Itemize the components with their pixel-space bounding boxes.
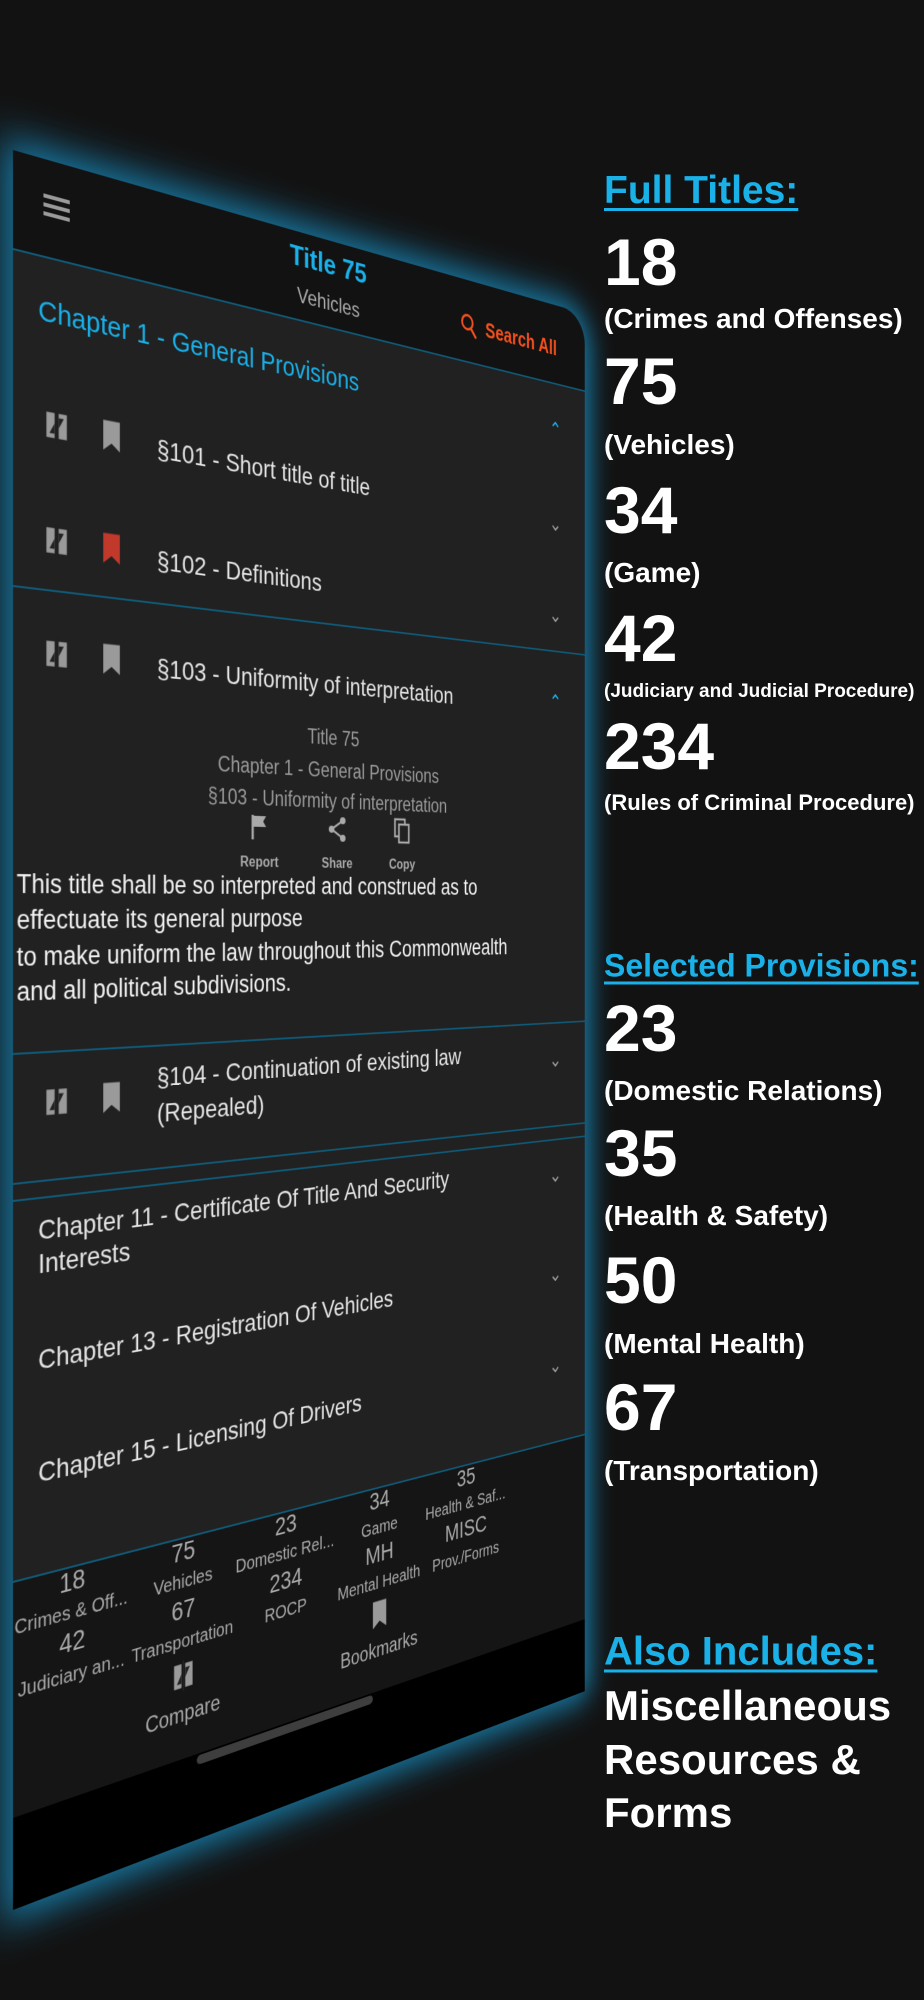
bookmark-icon[interactable] <box>102 642 120 677</box>
chevron-down-icon[interactable]: ⌄ <box>549 1351 561 1378</box>
provision-name: (Transportation) <box>604 1455 819 1487</box>
title-number: 42 <box>604 600 677 676</box>
tab-title-23[interactable]: 23 <box>275 1508 297 1542</box>
provision-number: 50 <box>604 1242 677 1318</box>
full-titles-heading: Full Titles: <box>604 169 798 213</box>
bookmark-filled-icon[interactable] <box>102 531 120 566</box>
chevron-down-icon[interactable]: ⌄ <box>549 1047 561 1073</box>
title-name: (Rules of Criminal Procedure) <box>604 790 915 816</box>
section-103[interactable]: §103 - Uniformity of interpretation <box>157 653 453 709</box>
also-includes-line: Forms <box>604 1789 732 1837</box>
provision-number: 35 <box>604 1115 677 1191</box>
compare-icon[interactable] <box>44 522 69 561</box>
chevron-down-icon[interactable]: ⌄ <box>549 1260 561 1287</box>
tab-title-34[interactable]: 34 <box>369 1484 389 1516</box>
divider <box>13 585 585 656</box>
also-includes-heading: Also Includes: <box>604 1630 877 1675</box>
bookmark-icon[interactable] <box>102 1080 120 1114</box>
phone-screen: Title 75 Vehicles Search All Chapter 1 -… <box>13 150 585 1910</box>
title-number: 75 <box>604 343 677 419</box>
chapter-11-heading[interactable]: Chapter 11 - Certificate Of Title And Se… <box>38 1166 449 1247</box>
report-button[interactable]: Report <box>240 855 278 872</box>
provision-number: 67 <box>604 1369 677 1445</box>
title-number: 18 <box>604 224 677 300</box>
share-button[interactable]: Share <box>322 856 353 872</box>
chevron-down-icon[interactable]: ⌄ <box>549 1161 561 1187</box>
section-body-line: and all political subdivisions. <box>17 969 292 1008</box>
chapter-13-heading[interactable]: Chapter 13 - Registration Of Vehicles <box>38 1285 393 1377</box>
also-includes-line: Resources & <box>604 1736 861 1784</box>
detail-section: §103 - Uniformity of interpretation <box>208 783 447 817</box>
chapter-15-heading[interactable]: Chapter 15 - Licensing Of Drivers <box>38 1389 362 1490</box>
section-body-line: This title shall be so interpreted and c… <box>17 869 478 901</box>
chevron-up-icon[interactable]: ⌃ <box>549 416 561 443</box>
provision-name: (Domestic Relations) <box>604 1075 883 1107</box>
compare-icon[interactable] <box>44 1083 69 1120</box>
compare-icon[interactable] <box>172 1655 194 1696</box>
section-body-line: to make uniform the law throughout this … <box>17 934 508 972</box>
detail-title: Title 75 <box>307 724 359 751</box>
compare-icon[interactable] <box>44 635 69 673</box>
detail-chapter: Chapter 1 - General Provisions <box>218 751 439 787</box>
bookmark-icon[interactable] <box>372 1597 387 1631</box>
tab-title-35[interactable]: 35 <box>457 1462 476 1493</box>
divider <box>13 1020 585 1055</box>
flag-icon[interactable] <box>250 813 268 841</box>
section-102[interactable]: §102 - Definitions <box>157 546 322 598</box>
provision-name: (Mental Health) <box>604 1328 805 1360</box>
divider <box>13 1122 585 1185</box>
also-includes-line: Miscellaneous <box>604 1682 891 1730</box>
bookmark-icon[interactable] <box>102 418 120 454</box>
copy-button[interactable]: Copy <box>389 858 415 874</box>
chevron-down-icon[interactable]: ⌄ <box>549 510 561 537</box>
section-104-status: (Repealed) <box>157 1090 264 1129</box>
section-101[interactable]: §101 - Short title of title <box>157 434 370 502</box>
selected-provisions-heading: Selected Provisions: <box>604 948 919 985</box>
title-name: (Game) <box>604 557 700 589</box>
section-104[interactable]: §104 - Continuation of existing law <box>157 1043 461 1093</box>
share-icon[interactable] <box>327 816 347 843</box>
title-number: 34 <box>604 472 677 548</box>
search-icon <box>461 311 478 340</box>
title-name: (Vehicles) <box>604 429 735 461</box>
title-name: (Crimes and Offenses) <box>604 303 903 335</box>
chevron-up-icon[interactable]: ⌃ <box>549 689 561 715</box>
section-body-line: effectuate its general purpose <box>17 904 303 935</box>
compare-icon[interactable] <box>44 406 69 446</box>
copy-icon[interactable] <box>394 817 411 845</box>
provision-name: (Health & Safety) <box>604 1200 828 1232</box>
provision-number: 23 <box>604 990 677 1066</box>
title-name: (Judiciary and Judicial Procedure) <box>604 681 914 703</box>
title-number: 234 <box>604 708 714 784</box>
chevron-down-icon[interactable]: ⌄ <box>549 602 561 628</box>
